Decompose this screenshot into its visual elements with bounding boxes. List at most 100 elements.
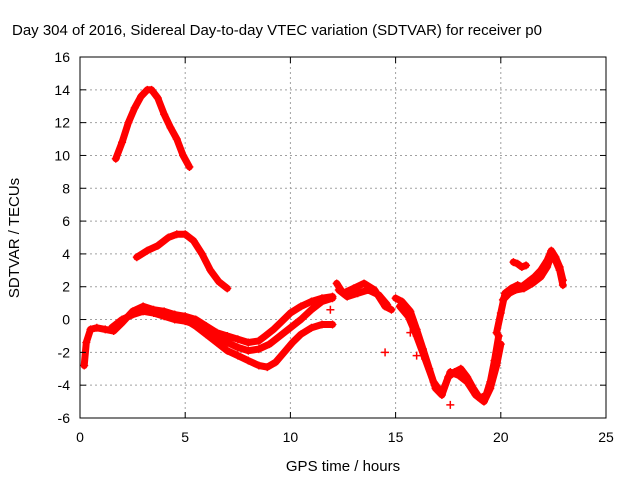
data-point	[328, 320, 337, 329]
series-band	[133, 230, 231, 292]
data-point	[286, 308, 295, 317]
isolated-point	[412, 351, 421, 360]
data-point	[383, 300, 392, 309]
data-point	[517, 263, 526, 272]
data-point	[286, 323, 295, 332]
isolated-point	[446, 400, 455, 409]
y-axis-label: SDTVAR / TECUs	[6, 178, 23, 298]
data-point	[130, 103, 139, 112]
data-point	[244, 338, 253, 347]
data-point	[555, 266, 564, 275]
data-point	[198, 249, 207, 258]
data-point	[513, 259, 522, 268]
data-point	[92, 323, 101, 332]
data-point	[212, 338, 221, 347]
y-tick-label: 12	[54, 115, 70, 131]
data-point	[456, 364, 465, 373]
data-point	[172, 135, 181, 144]
data-point	[486, 384, 495, 393]
data-point	[179, 151, 188, 160]
data-point	[317, 297, 326, 306]
data-point	[166, 123, 175, 132]
data-point	[143, 246, 152, 255]
data-point	[271, 358, 280, 367]
data-point	[170, 310, 179, 319]
data-point	[254, 336, 263, 345]
x-tick-label: 10	[283, 429, 299, 445]
data-point	[543, 263, 552, 272]
isolated-point	[381, 348, 390, 357]
data-point	[202, 330, 211, 339]
data-point	[82, 338, 91, 347]
data-point	[111, 154, 120, 163]
data-point	[118, 315, 127, 324]
data-point	[471, 391, 480, 400]
data-point	[332, 279, 341, 288]
data-point	[223, 338, 232, 347]
data-point	[334, 286, 343, 295]
chart-title: Day 304 of 2016, Sidereal Day-to-day VTE…	[12, 22, 542, 39]
data-point	[160, 110, 169, 119]
data-point	[479, 397, 488, 406]
data-point	[395, 302, 404, 311]
data-point	[254, 361, 263, 370]
data-point	[412, 331, 421, 340]
data-point	[233, 343, 242, 352]
y-tick-label: -4	[58, 377, 71, 393]
data-point	[343, 292, 352, 301]
data-point	[269, 325, 278, 334]
y-tick-label: 4	[62, 246, 70, 262]
grid	[80, 57, 606, 418]
data-point	[233, 335, 242, 344]
data-point	[277, 317, 286, 326]
data-point	[492, 361, 501, 370]
data-point	[446, 368, 455, 377]
data-point	[498, 295, 507, 304]
data-point	[551, 256, 560, 265]
data-point	[86, 325, 95, 334]
y-tick-label: 0	[62, 312, 70, 328]
y-tick-label: 8	[62, 180, 70, 196]
data-point	[128, 310, 137, 319]
data-point	[223, 284, 232, 293]
series-band	[396, 302, 505, 406]
y-tick-label: 10	[54, 147, 70, 163]
data-point	[307, 305, 316, 314]
data-point	[244, 356, 253, 365]
series-band	[160, 309, 336, 371]
y-tick-label: 16	[54, 49, 70, 65]
data-point	[244, 346, 253, 355]
data-point	[118, 138, 127, 147]
data-point	[254, 345, 263, 354]
data-point	[189, 236, 198, 245]
data-point	[353, 289, 362, 298]
data-point	[164, 233, 173, 242]
data-point	[206, 266, 215, 275]
x-tick-label: 20	[493, 429, 509, 445]
data-point	[288, 338, 297, 347]
data-point	[296, 330, 305, 339]
data-point	[496, 308, 505, 317]
data-point	[101, 325, 110, 334]
series-band	[509, 258, 530, 271]
data-point	[536, 272, 545, 281]
x-tick-label: 25	[598, 429, 614, 445]
data-point	[307, 323, 316, 332]
data-point	[437, 389, 446, 398]
x-axis-label: GPS time / hours	[286, 458, 400, 475]
data-point	[153, 241, 162, 250]
data-point	[181, 315, 190, 324]
series-band	[335, 286, 391, 309]
tick-layer: 0 5 10 15 20 25 -6 -4 -2 0 2 4 6 8 10 12 14 16	[54, 49, 614, 445]
x-tick-label: 0	[76, 429, 84, 445]
data-point	[519, 284, 528, 293]
data-point	[360, 279, 369, 288]
data-point	[492, 328, 501, 337]
data-point	[147, 85, 156, 94]
plot-frame	[79, 56, 607, 419]
x-tick-label: 5	[181, 429, 189, 445]
data-point	[107, 323, 116, 332]
data-point	[558, 281, 567, 290]
data-point	[80, 361, 89, 370]
data-point	[139, 307, 148, 316]
